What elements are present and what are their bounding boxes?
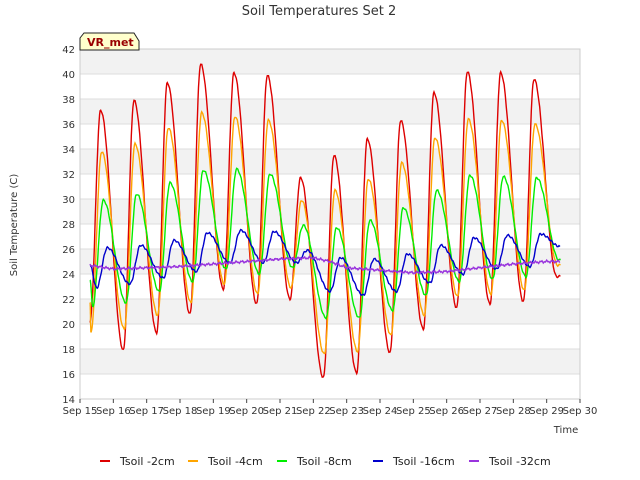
grid-band	[80, 299, 580, 324]
badge-box	[79, 32, 140, 51]
x-tick-label: Sep 23	[329, 406, 364, 417]
x-tick-label: Sep 22	[296, 406, 331, 417]
x-tick-label: Sep 29	[529, 406, 564, 417]
x-tick-label: Sep 27	[463, 406, 498, 417]
x-axis-label: Time	[553, 425, 578, 436]
grid-band	[80, 99, 580, 124]
y-tick-label: 20	[62, 320, 75, 331]
y-tick-label: 34	[62, 145, 75, 156]
y-tick-label: 28	[62, 220, 75, 231]
y-tick-label: 32	[62, 170, 75, 181]
y-axis-ticks: 14 16 18 20 22 24 26 28 30 32 34 36 38 40 42	[62, 45, 75, 406]
series-line-tsoil-16cm	[89, 228, 561, 297]
plot-border	[79, 48, 581, 400]
x-tick-label: Sep 24	[363, 406, 398, 417]
badge-label: VR_met	[87, 36, 134, 49]
legend-label: Tsoil -4cm	[207, 455, 263, 468]
grid-band	[80, 49, 580, 74]
x-tick-label: Sep 16	[96, 406, 131, 417]
grid-band	[80, 149, 580, 174]
x-tick-label: Sep 19	[196, 406, 231, 417]
x-tick-label: Sep 21	[263, 406, 298, 417]
series-lines	[89, 63, 561, 379]
site-badge: VR_met	[79, 32, 140, 51]
y-tick-label: 16	[62, 370, 75, 381]
x-tick-label: Sep 15	[63, 406, 98, 417]
y-tick-label: 24	[62, 270, 75, 281]
y-tick-label: 26	[62, 245, 75, 256]
series-line-tsoil-8cm	[89, 167, 561, 320]
legend-label: Tsoil -16cm	[392, 455, 455, 468]
y-tick-label: 30	[62, 195, 75, 206]
y-tick-label: 14	[62, 395, 75, 406]
grid-band	[80, 349, 580, 374]
y-tick-label: 36	[62, 120, 75, 131]
x-tick-label: Sep 28	[496, 406, 531, 417]
y-tick-label: 40	[62, 70, 75, 81]
legend-label: Tsoil -8cm	[296, 455, 352, 468]
y-axis-label: Soil Temperature (C)	[9, 174, 20, 277]
x-tick-label: Sep 30	[563, 406, 598, 417]
x-tick-label: Sep 20	[229, 406, 264, 417]
legend-label: Tsoil -32cm	[488, 455, 551, 468]
x-tick-label: Sep 18	[163, 406, 198, 417]
series-line-tsoil-4cm	[89, 110, 561, 355]
y-tick-label: 38	[62, 95, 75, 106]
y-tick-label: 18	[62, 345, 75, 356]
series-line-tsoil-32cm	[89, 255, 561, 275]
x-tick-label: Sep 25	[396, 406, 431, 417]
legend: Tsoil -2cm Tsoil -4cm Tsoil -8cm Tsoil -16c…	[100, 455, 551, 468]
x-tick-label: Sep 26	[429, 406, 464, 417]
x-tick-label: Sep 17	[129, 406, 164, 417]
legend-label: Tsoil -2cm	[119, 455, 175, 468]
chart-title: Soil Temperatures Set 2	[242, 4, 397, 19]
y-tick-label: 22	[62, 295, 75, 306]
y-tick-label: 42	[62, 45, 75, 56]
